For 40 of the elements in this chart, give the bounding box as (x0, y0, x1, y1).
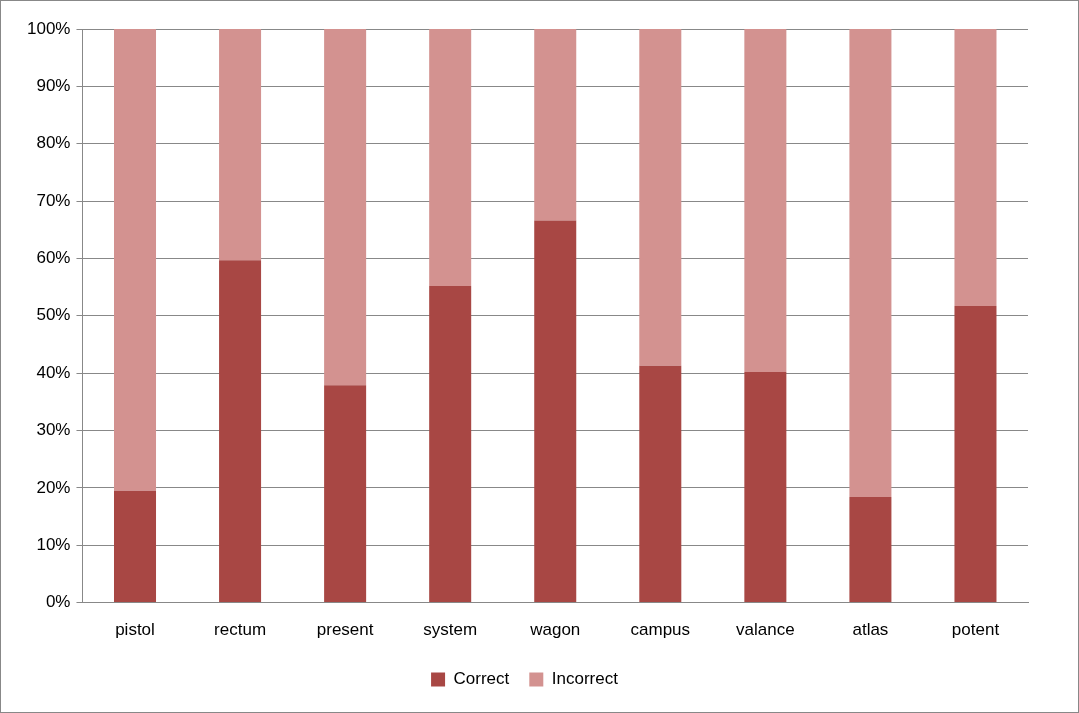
bar (849, 29, 892, 498)
x-tick-label: wagon (529, 620, 581, 640)
x-tick-label: system (423, 620, 478, 640)
y-tick-label: 60% (36, 248, 71, 268)
bar (744, 372, 787, 603)
x-tick-label: campus (630, 620, 691, 640)
x-tick-label: pistol (115, 620, 155, 640)
bar (534, 29, 577, 221)
bar (324, 29, 367, 386)
bar (954, 306, 997, 603)
x-tick-label: valance (736, 620, 795, 640)
y-tick-label: 50% (36, 305, 71, 325)
y-tick-label: 10% (36, 534, 71, 554)
y-tick-label: 30% (36, 420, 71, 440)
bar (429, 29, 472, 286)
x-tick-label: potent (951, 620, 1000, 640)
bar (114, 29, 157, 491)
bar (744, 29, 787, 373)
y-tick-label: 0% (45, 592, 71, 612)
bar (954, 29, 997, 307)
y-tick-label: 70% (36, 190, 71, 210)
x-tick-label: present (316, 620, 374, 640)
legend-label: Incorrect (551, 669, 619, 689)
x-tick-label: atlas (852, 620, 889, 640)
bar (849, 497, 892, 603)
bar (219, 260, 262, 603)
y-tick-label: 90% (36, 76, 71, 96)
bar (534, 220, 577, 603)
bar (639, 365, 682, 603)
bar (429, 285, 472, 603)
y-tick-label: 40% (36, 362, 71, 382)
bar (114, 490, 157, 603)
legend-label: Correct (453, 669, 510, 689)
bar (639, 29, 682, 366)
x-tick-label: rectum (214, 620, 267, 640)
bar (219, 29, 262, 261)
bar (324, 385, 367, 603)
y-tick-label: 20% (36, 477, 71, 497)
y-tick-label: 80% (36, 133, 71, 153)
y-tick-label: 100% (27, 18, 71, 38)
